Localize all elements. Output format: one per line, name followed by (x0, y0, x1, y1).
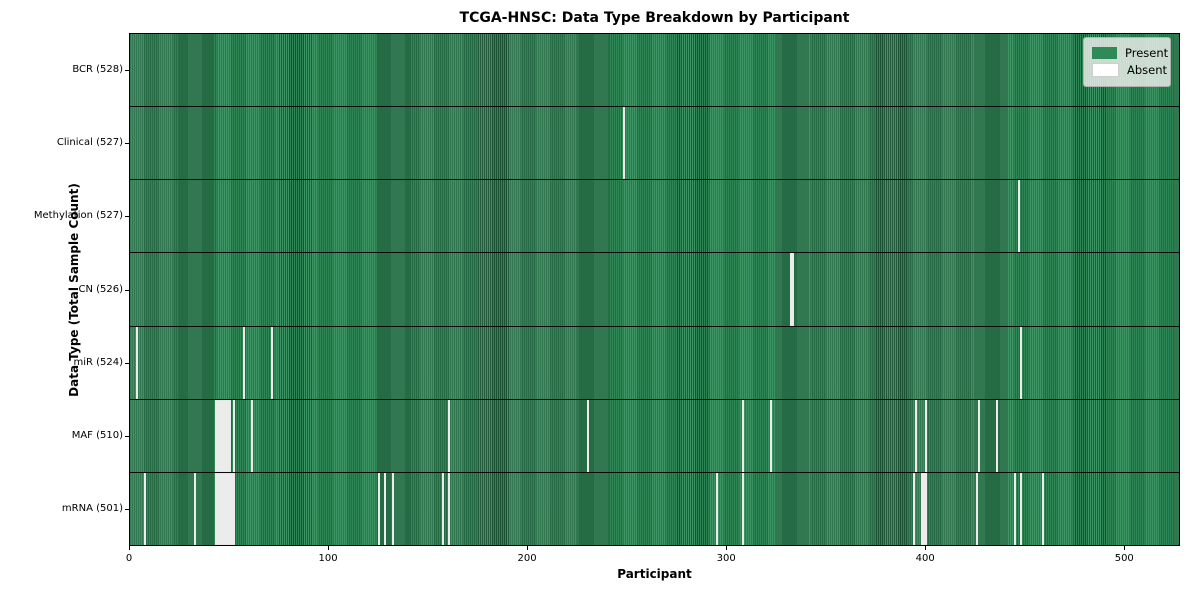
heatmap-row-MAF (130, 399, 1179, 473)
x-tick-label-100: 100 (318, 553, 338, 564)
heatmap-row-mRNA (130, 472, 1179, 545)
absent-mark (223, 399, 226, 472)
x-tick-label-400: 400 (915, 553, 935, 564)
legend-label-present: Present (1125, 46, 1169, 60)
x-tick-label-200: 200 (517, 553, 537, 564)
chart-title: TCGA-HNSC: Data Type Breakdown by Partic… (459, 10, 850, 26)
absent-mark (741, 472, 744, 545)
x-tick-mark (1124, 546, 1126, 550)
absent-mark (586, 399, 589, 472)
absent-mark (976, 472, 979, 545)
absent-mark (219, 399, 222, 472)
plot-area (129, 33, 1180, 546)
absent-mark (791, 253, 794, 326)
absent-mark (741, 399, 744, 472)
absent-mark (920, 472, 923, 545)
x-axis-label: Participant (617, 567, 692, 581)
absent-mark (441, 472, 444, 545)
present-swatch (1092, 47, 1117, 59)
absent-mark (1041, 472, 1044, 545)
absent-mark (924, 399, 927, 472)
absent-mark (215, 472, 218, 545)
x-tick-mark (129, 546, 130, 550)
absent-mark (622, 107, 625, 180)
absent-mark (217, 472, 220, 545)
absent-mark (384, 472, 387, 545)
legend: Present Absent (1083, 37, 1171, 87)
absent-mark (225, 399, 228, 472)
absent-mark (221, 472, 224, 545)
y-tick-mark (125, 142, 129, 144)
absent-mark (1020, 326, 1023, 399)
y-tick-mark (125, 362, 129, 364)
absent-mark (447, 399, 450, 472)
absent-mark (1014, 472, 1017, 545)
absent-mark (392, 472, 395, 545)
absent-mark (447, 472, 450, 545)
absent-mark (227, 472, 230, 545)
absent-mark (233, 472, 236, 545)
x-tick-label-0: 0 (125, 553, 133, 564)
heatmap-row-Clinical (130, 107, 1179, 181)
absent-mark (227, 399, 230, 472)
absent-mark (231, 472, 234, 545)
y-tick-label-mRNA: mRNA (501) (61, 503, 123, 515)
absent-mark (251, 399, 254, 472)
absent-mark (193, 472, 196, 545)
x-tick-label-300: 300 (716, 553, 736, 564)
x-tick-mark (527, 546, 529, 550)
absent-mark (271, 326, 274, 399)
absent-mark (378, 472, 381, 545)
legend-entry-absent: Absent (1092, 63, 1167, 77)
y-tick-label-BCR: BCR (528) (72, 63, 123, 75)
y-tick-label-CN: CN (526) (78, 283, 123, 295)
y-tick-mark (125, 509, 129, 511)
absent-mark (769, 399, 772, 472)
absent-mark (1018, 180, 1021, 253)
x-tick-mark (726, 546, 728, 550)
absent-mark (243, 326, 246, 399)
absent-mark (1020, 472, 1023, 545)
y-tick-label-Methylation: Methylation (527) (33, 210, 123, 222)
x-tick-mark (925, 546, 927, 550)
y-tick-label-Clinical: Clinical (527) (56, 136, 123, 148)
y-tick-label-MAF: MAF (510) (71, 430, 123, 442)
x-tick-mark (328, 546, 330, 550)
absent-mark (135, 326, 138, 399)
absent-mark (912, 472, 915, 545)
absent-mark (233, 399, 236, 472)
absent-mark (225, 472, 228, 545)
heatmap-row-CN (130, 253, 1179, 327)
y-tick-label-miR: miR (524) (73, 356, 123, 368)
absent-mark (789, 253, 792, 326)
absent-mark (217, 399, 220, 472)
absent-swatch (1092, 63, 1119, 77)
heatmap-row-miR (130, 326, 1179, 400)
y-tick-mark (125, 216, 129, 218)
y-tick-mark (125, 436, 129, 438)
absent-mark (924, 472, 927, 545)
absent-mark (996, 399, 999, 472)
absent-mark (922, 472, 925, 545)
absent-mark (215, 399, 218, 472)
heatmap-row-BCR (130, 34, 1179, 108)
legend-label-absent: Absent (1127, 63, 1168, 77)
x-tick-label-500: 500 (1114, 553, 1134, 564)
absent-mark (143, 472, 146, 545)
legend-entry-present: Present (1092, 46, 1168, 60)
absent-mark (223, 472, 226, 545)
y-tick-mark (125, 289, 129, 291)
absent-mark (221, 399, 224, 472)
y-tick-mark (125, 69, 129, 71)
absent-mark (716, 472, 719, 545)
absent-mark (914, 399, 917, 472)
absent-mark (229, 472, 232, 545)
absent-mark (229, 399, 232, 472)
absent-mark (219, 472, 222, 545)
absent-mark (978, 399, 981, 472)
heatmap-row-Methylation (130, 180, 1179, 254)
